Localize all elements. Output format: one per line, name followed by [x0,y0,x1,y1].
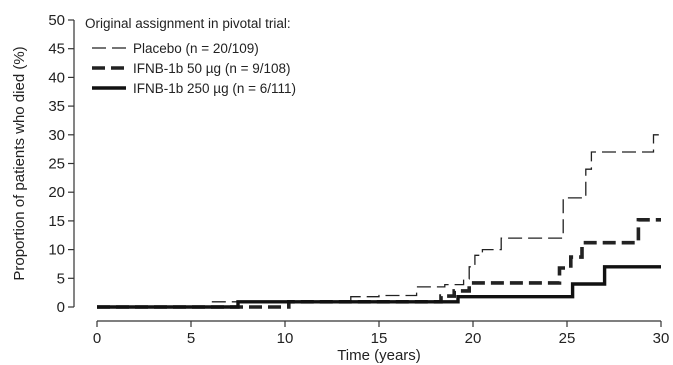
y-tick-label: 15 [48,213,65,230]
y-tick-label: 35 [48,98,65,115]
legend: Original assignment in pivotal trial: Pla… [85,16,296,96]
y-tick-label: 40 [48,69,65,86]
x-tick-label: 20 [465,330,482,347]
y-tick-label: 45 [48,41,65,58]
y-tick-label: 20 [48,184,65,201]
legend-label-0: Placebo (n = 20/109) [133,41,259,56]
x-tick-label: 30 [653,330,670,347]
y-axis-title: Proportion of patients who died (%) [11,46,28,280]
x-axis-title: Time (years) [337,347,421,364]
y-tick-label: 0 [57,299,65,316]
series-layer [97,134,661,309]
y-tick-label: 30 [48,127,65,144]
series-line-1 [97,218,661,309]
series-line-0 [97,134,661,308]
legend-label-2: IFNB-1b 250 µg (n = 6/111) [133,81,296,96]
y-tick-label: 25 [48,156,65,173]
y-tick-label: 50 [48,12,65,29]
y-tick-label: 10 [48,242,65,259]
x-tick-label: 10 [277,330,294,347]
x-tick-label: 5 [187,330,195,347]
x-tick-label: 15 [371,330,388,347]
y-tick-label: 5 [57,270,65,287]
legend-title: Original assignment in pivotal trial: [85,16,291,31]
series-line-2 [97,265,661,309]
x-tick-label: 0 [93,330,101,347]
x-tick-label: 25 [559,330,576,347]
legend-label-1: IFNB-1b 50 µg (n = 9/108) [133,61,291,76]
x-axis: 0 5 10 15 20 25 30 [93,320,670,347]
y-axis: 0 5 10 15 20 25 30 35 40 45 50 [48,12,75,316]
